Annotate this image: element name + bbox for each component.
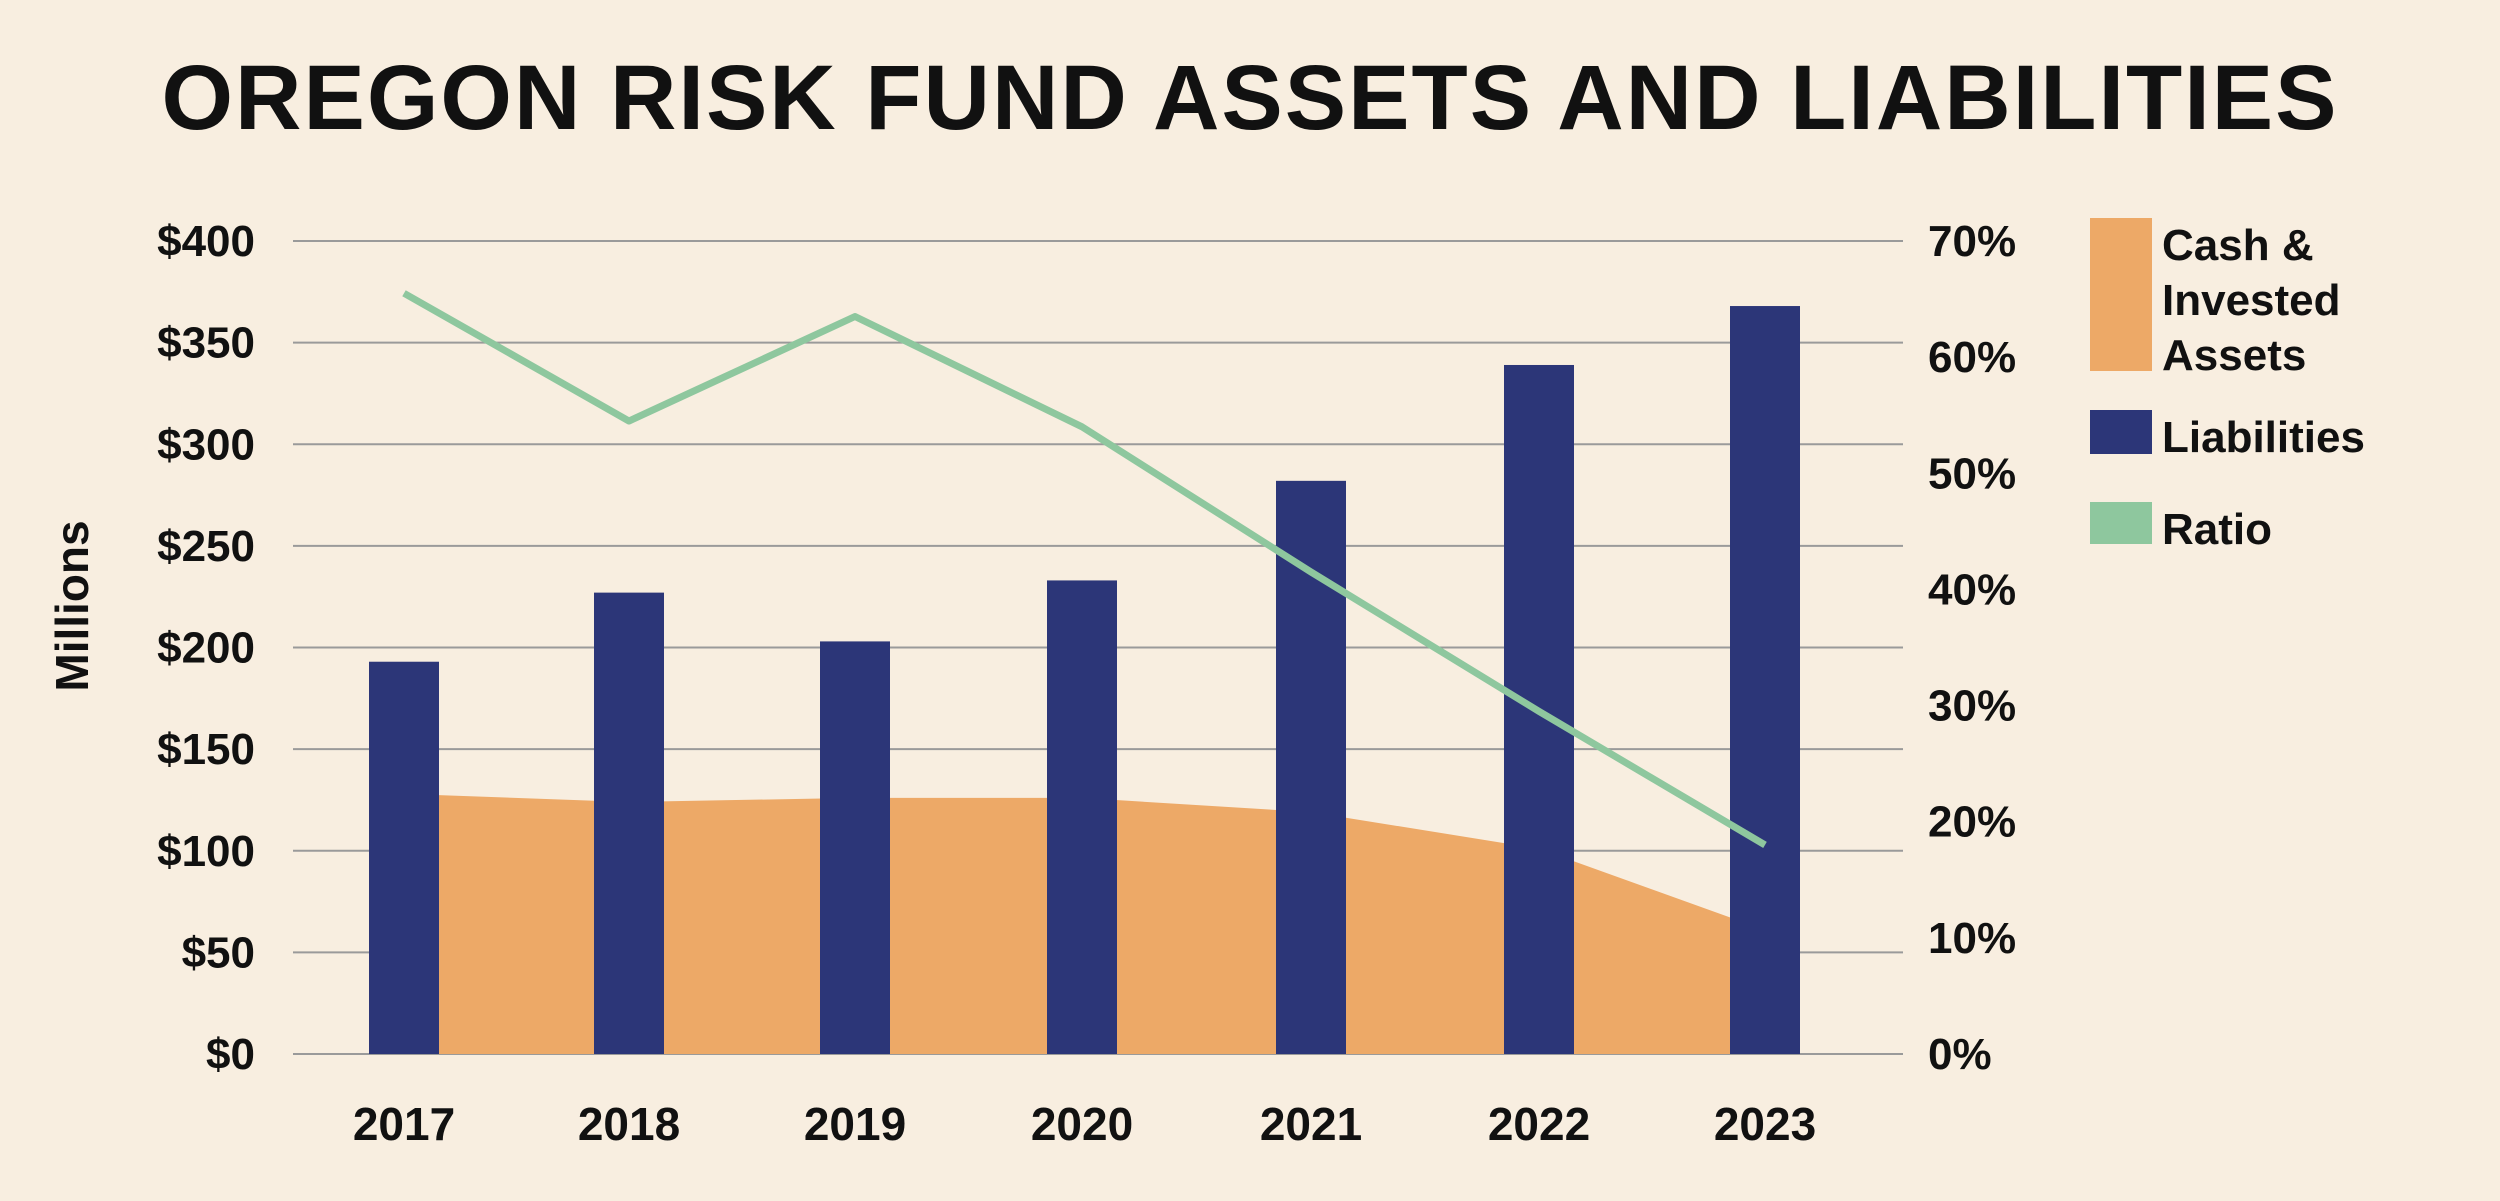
legend-label-assets: Cash & Invested Assets <box>2162 221 2341 380</box>
x-tick-label: 2019 <box>804 1098 906 1150</box>
liabilities-bar-2017 <box>369 661 439 1054</box>
y-axis-label: Millions <box>46 520 98 691</box>
x-tick-label: 2020 <box>1031 1098 1133 1150</box>
x-tick-label: 2018 <box>578 1098 680 1150</box>
liabilities-bar-2023 <box>1730 306 1800 1054</box>
x-tick-label: 2021 <box>1260 1098 1362 1150</box>
y2-tick-label: 60% <box>1928 333 2016 382</box>
y-tick-label: $100 <box>157 827 255 876</box>
y-tick-label: $150 <box>157 725 255 774</box>
liabilities-bar-2021 <box>1276 480 1346 1055</box>
y-tick-label: $50 <box>182 928 255 977</box>
y2-tick-label: 0% <box>1928 1030 1992 1079</box>
x-tick-label: 2017 <box>353 1098 455 1150</box>
y-tick-label: $300 <box>157 420 255 469</box>
y-tick-label: $200 <box>157 624 255 673</box>
legend-label-ratio: Ratio <box>2162 505 2272 554</box>
legend-swatch-assets <box>2090 218 2152 371</box>
y2-tick-label: 70% <box>1928 217 2016 266</box>
legend-swatch-ratio <box>2090 502 2152 544</box>
y-tick-label: $350 <box>157 319 255 368</box>
ratio-line <box>402 290 1767 848</box>
y2-tick-label: 40% <box>1928 565 2016 614</box>
y-tick-label: $400 <box>157 217 255 266</box>
legend-item-ratio: Ratio <box>2090 502 2272 557</box>
liabilities-bar-2018 <box>594 592 664 1054</box>
y2-tick-label: 20% <box>1928 798 2016 847</box>
y-tick-label: $250 <box>157 522 255 571</box>
liabilities-bar-2020 <box>1047 580 1117 1054</box>
y-tick-label: $0 <box>206 1030 255 1079</box>
legend-item-liabilities: Liabilities <box>2090 410 2365 465</box>
chart-title: OREGON RISK FUND ASSETS AND LIABILITIES <box>161 47 2339 149</box>
x-tick-label: 2022 <box>1488 1098 1590 1150</box>
legend-swatch-liabilities <box>2090 410 2152 454</box>
y2-tick-label: 30% <box>1928 682 2016 731</box>
legend-label-liabilities: Liabilities <box>2162 413 2365 462</box>
y2-tick-label: 50% <box>1928 449 2016 498</box>
y2-tick-label: 10% <box>1928 914 2016 963</box>
x-tick-label: 2023 <box>1714 1098 1816 1150</box>
liabilities-bar-2019 <box>820 641 890 1054</box>
legend-item-assets: Cash & Invested Assets <box>2090 218 2341 383</box>
